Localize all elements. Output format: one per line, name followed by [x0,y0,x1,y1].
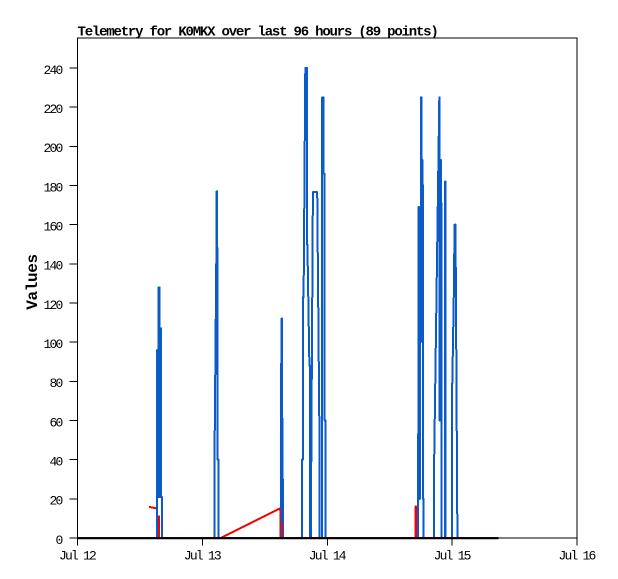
svg-text:Jul 16: Jul 16 [559,549,596,564]
svg-text:Values: Values [24,254,42,310]
svg-text:160: 160 [43,220,62,235]
svg-text:Telemetry for K0MKX over last: Telemetry for K0MKX over last 96 hours (… [78,25,438,41]
svg-text:Jul 14: Jul 14 [309,549,347,564]
svg-text:180: 180 [43,180,62,195]
svg-text:Jul 12: Jul 12 [59,549,96,564]
svg-text:40: 40 [49,455,62,470]
svg-text:100: 100 [43,337,62,352]
svg-text:120: 120 [43,298,62,313]
svg-text:140: 140 [43,259,62,274]
svg-text:20: 20 [49,494,62,509]
svg-text:Jul 13: Jul 13 [184,549,221,564]
svg-text:Jul 15: Jul 15 [434,549,471,564]
svg-text:200: 200 [43,141,62,156]
svg-text:80: 80 [49,376,62,391]
svg-text:220: 220 [43,102,62,117]
svg-text:240: 240 [43,63,62,78]
svg-text:0: 0 [55,533,62,548]
svg-text:60: 60 [49,415,62,430]
